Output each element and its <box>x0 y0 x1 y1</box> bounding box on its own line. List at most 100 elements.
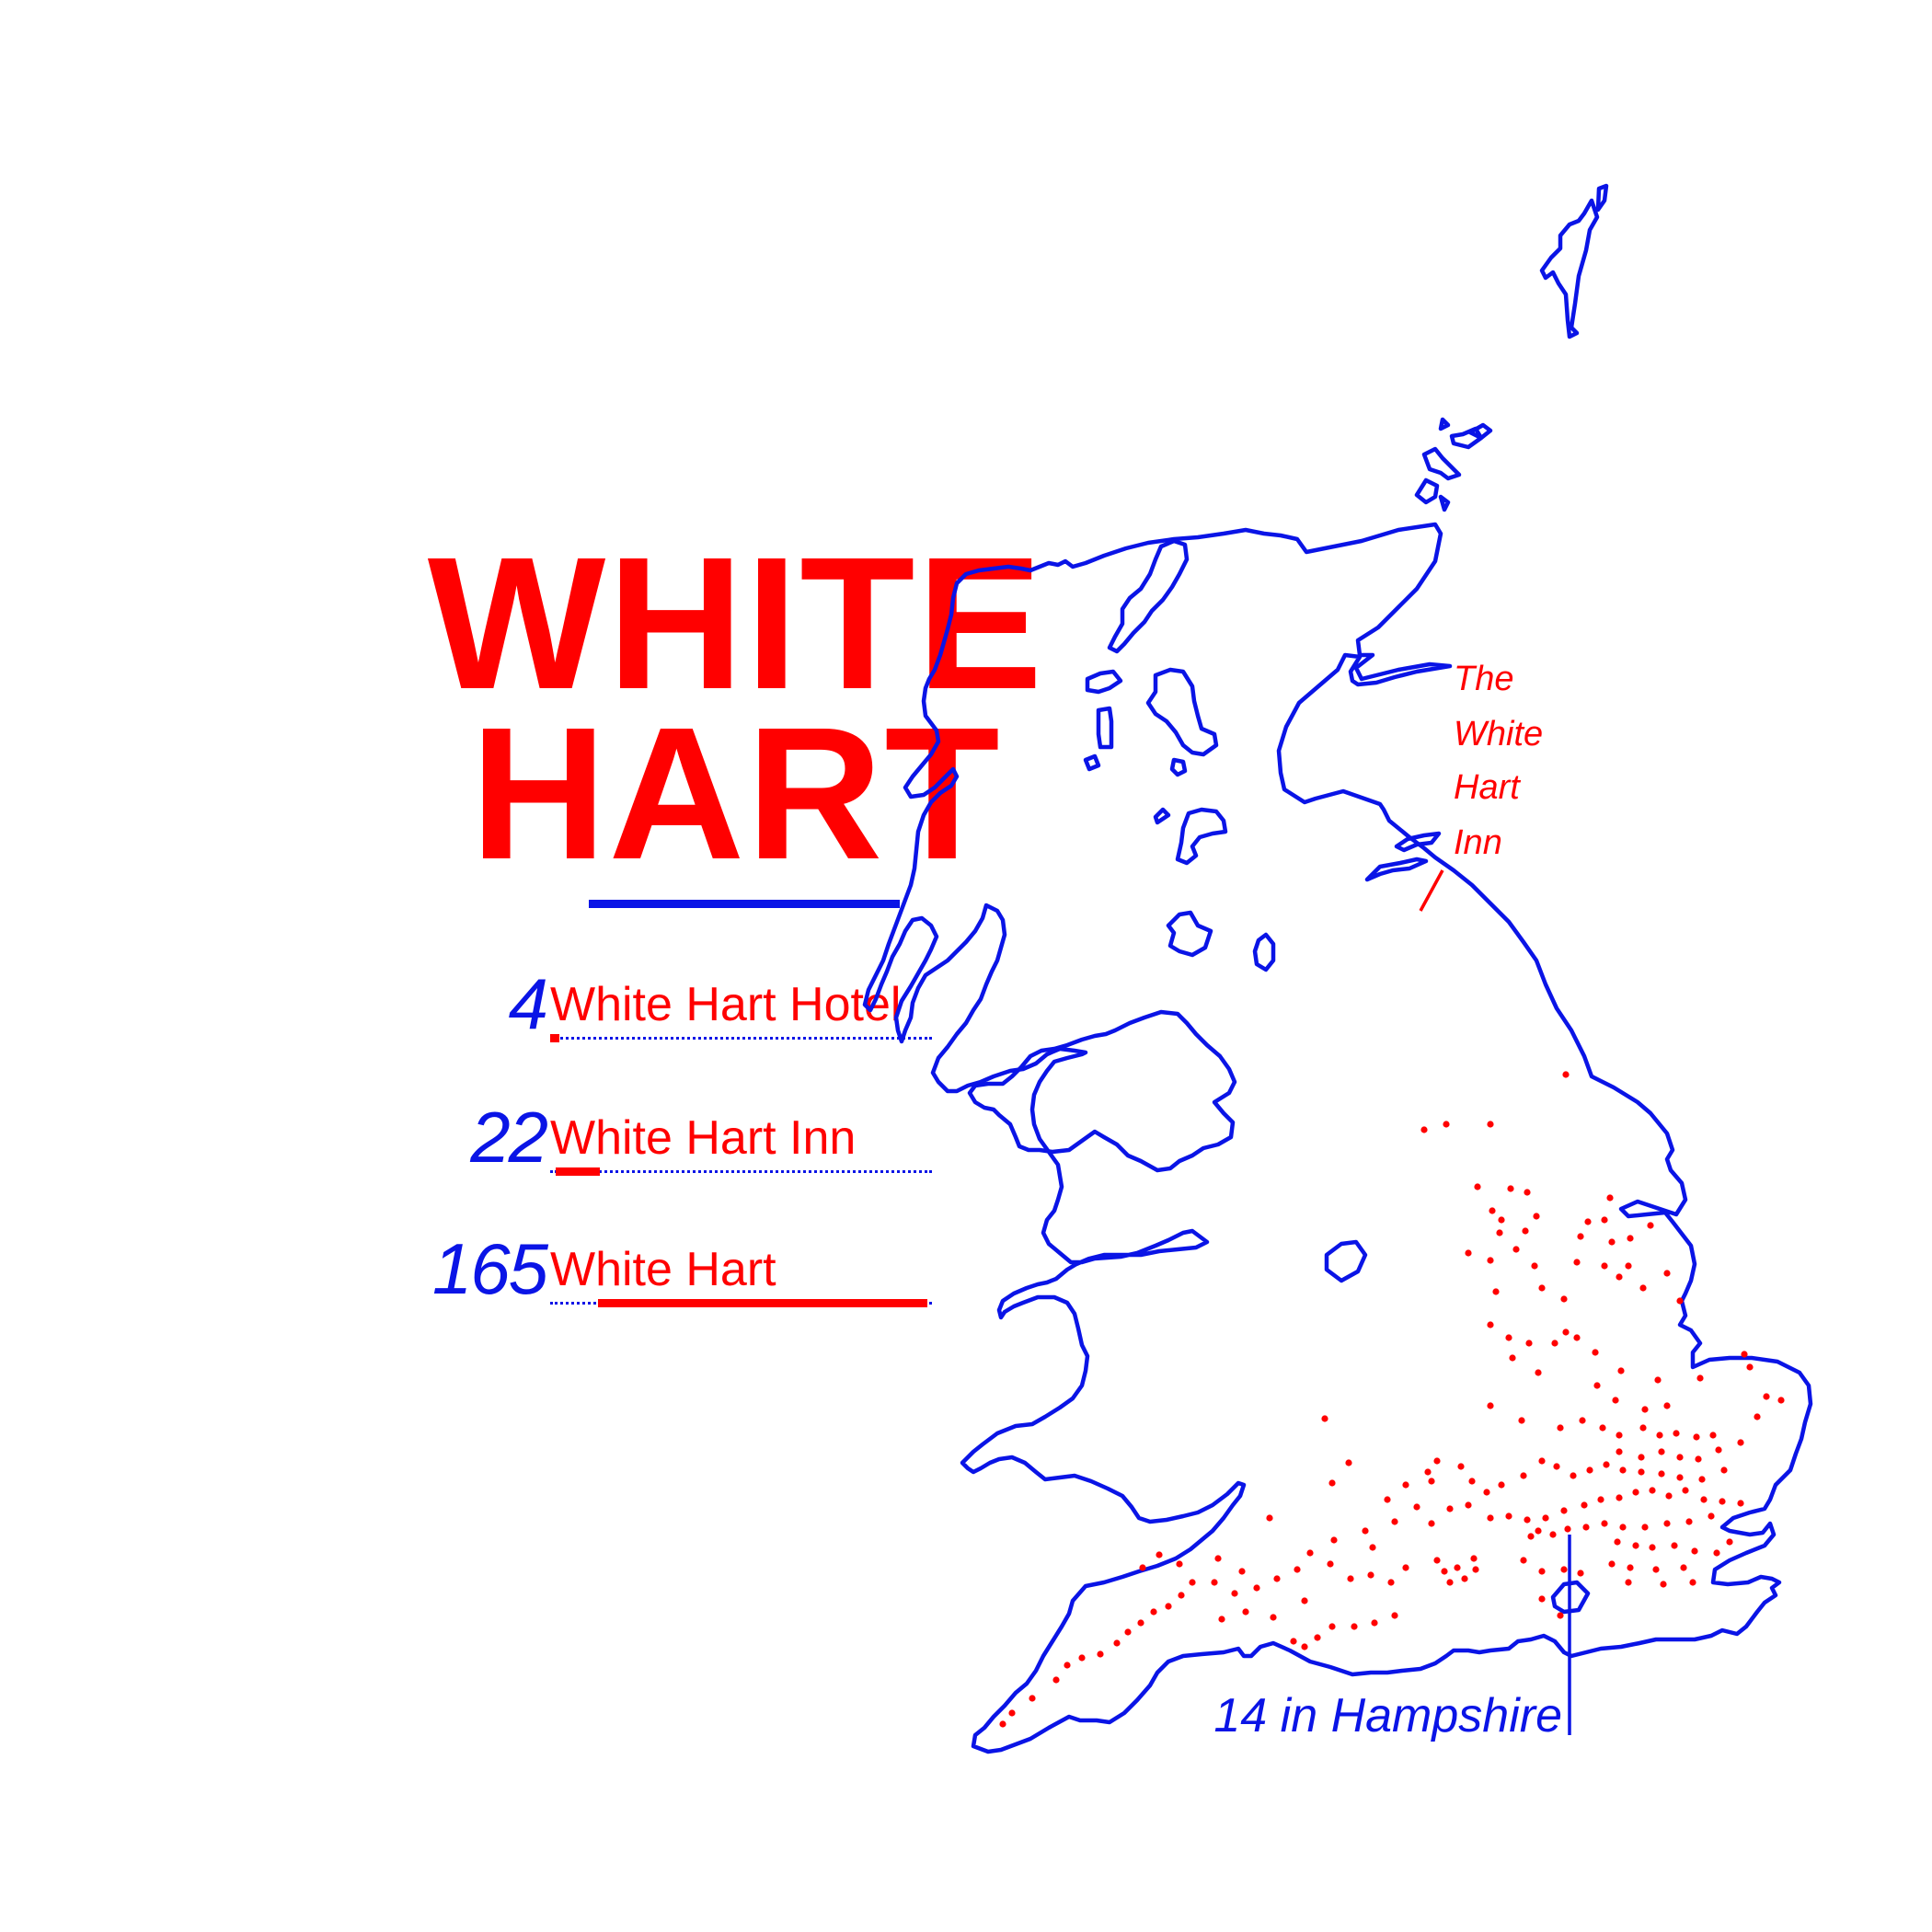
pub-location-dot <box>1625 1262 1632 1270</box>
title-line-1: WHITE <box>427 518 1045 729</box>
pub-location-dot <box>1139 1564 1146 1571</box>
pub-location-dot <box>1446 1505 1454 1512</box>
legend-row-white-hart-hotel: 4 White Hart Hotel <box>0 966 1012 1058</box>
pub-location-dot <box>1176 1560 1183 1568</box>
pub-location-dot <box>1625 1579 1632 1586</box>
pub-location-dot <box>1682 1487 1689 1494</box>
pub-location-dot <box>1638 1454 1645 1461</box>
inn-pointer-line <box>1419 869 1444 912</box>
pub-location-dot <box>1737 1439 1744 1446</box>
pub-location-dot <box>1527 1533 1535 1540</box>
pub-location-dot <box>1165 1603 1172 1610</box>
pub-location-dot <box>1505 1334 1512 1341</box>
pub-location-dot <box>1371 1619 1378 1627</box>
pub-location-dot <box>1446 1579 1454 1586</box>
pub-location-dot <box>1560 1295 1568 1303</box>
pub-location-dot <box>1538 1284 1546 1292</box>
pub-location-dot <box>1231 1590 1238 1597</box>
pub-location-dot <box>1614 1538 1621 1546</box>
pub-location-dot <box>1487 1402 1494 1409</box>
pub-location-dot <box>999 1720 1006 1728</box>
pub-location-dot <box>1689 1579 1696 1586</box>
isle-of-wight-outline <box>1550 1580 1591 1615</box>
pub-location-dot <box>1347 1575 1354 1582</box>
islay-outline <box>1166 910 1213 958</box>
pub-location-dot <box>1542 1514 1549 1522</box>
anglesey-outline <box>1324 1239 1368 1283</box>
pub-location-dot <box>1327 1560 1334 1568</box>
pub-location-dot <box>1465 1501 1472 1509</box>
legend-count: 22 <box>470 1097 548 1178</box>
legend-count: 165 <box>431 1228 548 1309</box>
pub-location-dot <box>1676 1454 1684 1461</box>
pub-location-dot <box>1512 1246 1520 1253</box>
pub-location-dot <box>1671 1542 1678 1549</box>
pub-location-dot <box>1562 1071 1570 1078</box>
pub-location-dot <box>1627 1564 1634 1571</box>
pub-location-dot <box>1754 1413 1761 1420</box>
pub-location-dot <box>1608 1560 1616 1568</box>
pub-location-dot <box>1507 1185 1514 1192</box>
north-uist-outline <box>1085 669 1123 695</box>
northern-ireland-outline <box>967 1009 1237 1173</box>
pub-location-dot <box>1266 1514 1273 1522</box>
pub-location-dot <box>1573 1334 1581 1341</box>
pub-location-dot <box>1660 1581 1667 1588</box>
pub-location-dot <box>1549 1531 1557 1538</box>
pub-location-dot <box>1726 1538 1733 1546</box>
legend-name: White Hart Hotel <box>550 978 902 1031</box>
pub-location-dot <box>1498 1216 1505 1224</box>
pub-location-dot <box>1428 1478 1435 1485</box>
pub-location-dot <box>1538 1568 1546 1575</box>
pub-location-dot <box>1518 1417 1525 1424</box>
pub-location-dot <box>1577 1233 1584 1240</box>
pub-location-dot <box>1601 1520 1608 1527</box>
legend-dotted-guide <box>550 1170 932 1173</box>
pub-location-dot <box>1581 1501 1588 1509</box>
pub-location-dot <box>1483 1489 1490 1496</box>
pub-location-dot <box>1592 1349 1599 1356</box>
pub-location-dot <box>1632 1489 1639 1496</box>
pub-location-dot <box>1663 1520 1671 1527</box>
pub-location-dot <box>1321 1415 1328 1422</box>
shetland-outline <box>1539 183 1609 339</box>
pub-location-dot <box>1137 1619 1144 1627</box>
pub-location-dot <box>1616 1432 1623 1439</box>
pub-location-dot <box>1538 1457 1546 1465</box>
pub-location-dot <box>1658 1448 1665 1455</box>
pub-location-dot <box>1391 1518 1398 1525</box>
pub-location-dot <box>1676 1474 1684 1481</box>
pub-location-dot <box>1616 1494 1623 1501</box>
pub-location-dot <box>1696 1374 1704 1382</box>
pub-location-dot <box>1606 1194 1614 1202</box>
pub-location-dot <box>1601 1216 1608 1224</box>
pub-location-dot <box>1178 1592 1185 1599</box>
pub-location-dot <box>1652 1566 1660 1573</box>
pub-location-dot <box>1560 1507 1568 1514</box>
pub-location-dot <box>1579 1417 1586 1424</box>
pub-location-dot <box>1680 1564 1687 1571</box>
pub-location-dot <box>1156 1551 1163 1558</box>
pub-location-dot <box>1242 1608 1249 1616</box>
legend-dotted-guide <box>550 1037 932 1040</box>
skye-outline <box>1145 667 1219 757</box>
pub-location-dot <box>1531 1262 1538 1270</box>
pub-location-dot <box>1468 1478 1476 1485</box>
pub-location-dot <box>1553 1463 1560 1470</box>
pub-location-dot <box>1524 1516 1531 1524</box>
pub-location-dot <box>1698 1476 1706 1483</box>
pub-location-dot <box>1619 1466 1627 1474</box>
pub-location-dot <box>1496 1229 1503 1236</box>
pub-location-dot <box>1238 1568 1246 1575</box>
pub-location-dot <box>1290 1638 1297 1645</box>
pub-location-dot <box>1124 1628 1132 1636</box>
pub-location-dot <box>1570 1472 1577 1479</box>
pub-location-dot <box>1535 1527 1542 1535</box>
pub-location-dot <box>1658 1470 1665 1478</box>
pub-location-dot <box>1627 1235 1634 1242</box>
pub-location-dot <box>1474 1183 1481 1190</box>
pub-location-dot <box>1599 1424 1606 1432</box>
pub-location-dot <box>1713 1549 1720 1557</box>
pub-location-dot <box>1649 1487 1656 1494</box>
